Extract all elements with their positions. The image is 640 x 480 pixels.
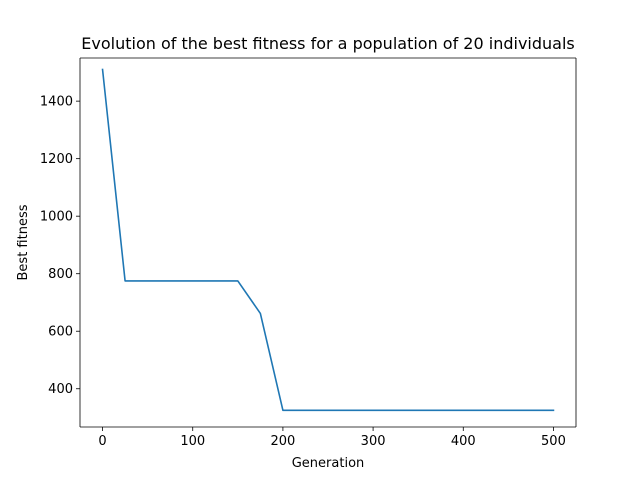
y-tick-label: 600 bbox=[48, 325, 73, 340]
plot-area bbox=[79, 57, 577, 428]
x-tick-label: 100 bbox=[180, 434, 205, 449]
y-tick-label: 400 bbox=[48, 382, 73, 397]
x-tick-label: 500 bbox=[541, 434, 566, 449]
series-layer bbox=[101, 68, 555, 412]
plot-frame bbox=[79, 57, 577, 428]
series-line bbox=[101, 68, 555, 412]
x-tick-label: 400 bbox=[451, 434, 476, 449]
y-tick-label: 1200 bbox=[40, 152, 73, 167]
y-tick-label: 1000 bbox=[40, 210, 73, 225]
y-axis-label: Best fitness bbox=[16, 204, 31, 280]
plot-background bbox=[80, 58, 576, 427]
x-tick-label: 200 bbox=[270, 434, 295, 449]
y-axis: 400 600 800 1000 1200 1400 bbox=[40, 95, 80, 397]
x-tick-label: 300 bbox=[361, 434, 386, 449]
x-axis: 0 100 200 300 400 500 bbox=[98, 427, 566, 449]
y-tick-label: 800 bbox=[48, 267, 73, 282]
chart-title: Evolution of the best fitness for a popu… bbox=[81, 34, 574, 53]
y-tick-label: 1400 bbox=[40, 95, 73, 110]
x-axis-label: Generation bbox=[292, 456, 365, 471]
x-tick-label: 0 bbox=[98, 434, 106, 449]
